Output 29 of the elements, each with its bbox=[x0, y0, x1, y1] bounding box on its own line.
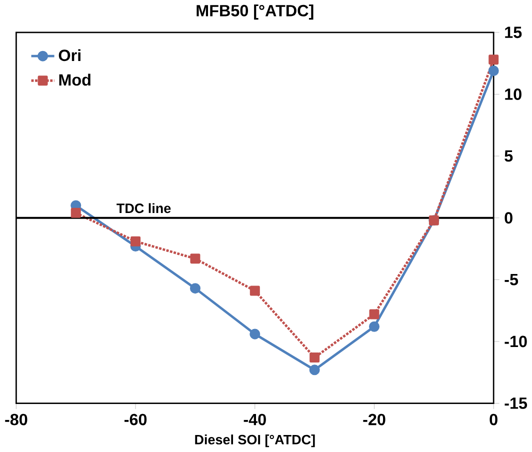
point bbox=[190, 254, 200, 264]
y-tick-label: 0 bbox=[504, 212, 512, 224]
point bbox=[368, 322, 380, 332]
x-tick-label: -20 bbox=[363, 414, 386, 426]
y-tick-label: -15 bbox=[504, 398, 528, 410]
point bbox=[310, 352, 320, 363]
point bbox=[309, 364, 320, 376]
y-tick-label: -10 bbox=[504, 336, 527, 348]
point bbox=[488, 66, 499, 76]
x-tick-label: -80 bbox=[5, 414, 28, 426]
point bbox=[70, 208, 81, 218]
x-tick-label: -60 bbox=[124, 414, 147, 426]
point bbox=[190, 283, 200, 294]
point bbox=[250, 286, 260, 296]
point bbox=[369, 310, 380, 320]
y-tick-label: 15 bbox=[505, 26, 522, 38]
point bbox=[130, 236, 141, 247]
y-tick-label: -5 bbox=[504, 274, 518, 286]
legend-label: Ori bbox=[58, 49, 80, 62]
chart-title: MFB50 [°ATDC] bbox=[196, 4, 314, 20]
x-tick-label: 0 bbox=[490, 414, 498, 426]
ref-line-label: TDC line bbox=[116, 203, 171, 214]
point bbox=[488, 54, 499, 65]
y-tick-label: 10 bbox=[505, 88, 522, 100]
point bbox=[250, 329, 260, 340]
x-tick-label: -40 bbox=[244, 414, 266, 426]
x-axis-title: Diesel SOI [°ATDC] bbox=[195, 434, 315, 448]
legend-label: Mod bbox=[59, 74, 90, 86]
y-tick-label: 5 bbox=[504, 150, 513, 162]
